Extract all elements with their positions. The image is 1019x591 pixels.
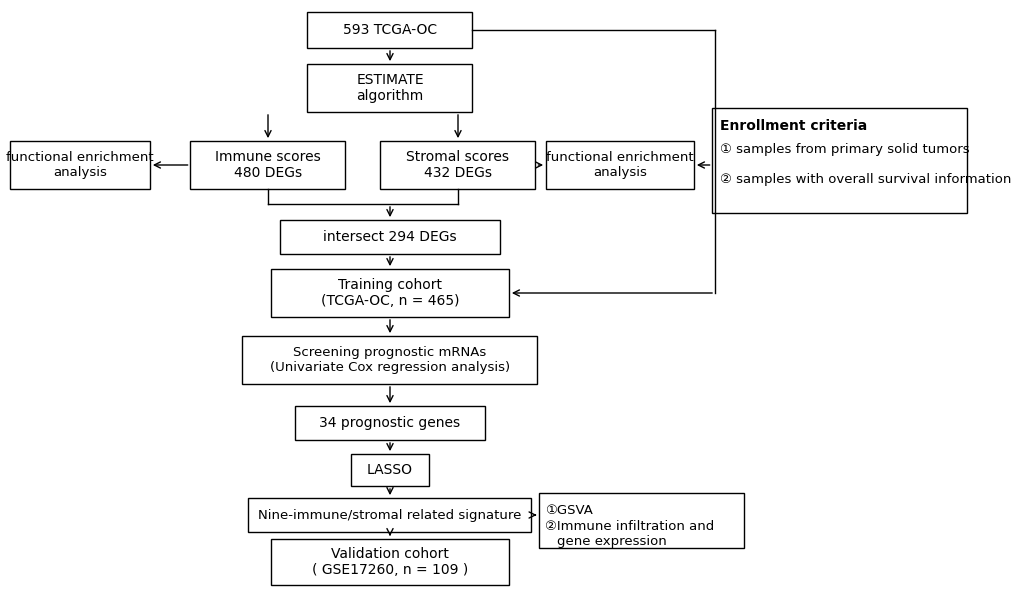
Bar xyxy=(249,498,531,532)
Text: Training cohort
(TCGA-OC, n = 465): Training cohort (TCGA-OC, n = 465) xyxy=(320,278,459,308)
Text: intersect 294 DEGs: intersect 294 DEGs xyxy=(323,230,457,244)
Text: 593 TCGA-OC: 593 TCGA-OC xyxy=(342,23,436,37)
Bar xyxy=(545,141,693,189)
Text: functional enrichment
analysis: functional enrichment analysis xyxy=(6,151,154,179)
Bar xyxy=(243,336,537,384)
Text: 34 prognostic genes: 34 prognostic genes xyxy=(319,416,461,430)
Bar xyxy=(294,406,484,440)
Text: ①GSVA: ①GSVA xyxy=(545,504,593,517)
Text: ②Immune infiltration and: ②Immune infiltration and xyxy=(545,521,714,534)
Bar xyxy=(271,539,508,585)
Text: ESTIMATE
algorithm: ESTIMATE algorithm xyxy=(356,73,424,103)
Text: Screening prognostic mRNAs
(Univariate Cox regression analysis): Screening prognostic mRNAs (Univariate C… xyxy=(270,346,510,374)
Bar xyxy=(280,220,499,254)
Text: ① samples from primary solid tumors: ① samples from primary solid tumors xyxy=(719,142,969,155)
Text: ② samples with overall survival information: ② samples with overall survival informat… xyxy=(719,173,1011,186)
Bar xyxy=(10,141,150,189)
Text: Enrollment criteria: Enrollment criteria xyxy=(719,119,867,134)
Bar xyxy=(307,12,472,48)
Text: Validation cohort
( GSE17260, n = 109 ): Validation cohort ( GSE17260, n = 109 ) xyxy=(312,547,468,577)
Bar xyxy=(307,64,472,112)
Text: Nine-immune/stromal related signature: Nine-immune/stromal related signature xyxy=(258,508,521,521)
Bar xyxy=(271,269,508,317)
Text: Stromal scores
432 DEGs: Stromal scores 432 DEGs xyxy=(407,150,510,180)
Bar xyxy=(191,141,345,189)
Text: Immune scores
480 DEGs: Immune scores 480 DEGs xyxy=(215,150,321,180)
Bar xyxy=(539,492,744,547)
Bar xyxy=(380,141,535,189)
Text: functional enrichment
analysis: functional enrichment analysis xyxy=(545,151,693,179)
Text: gene expression: gene expression xyxy=(557,535,666,548)
Text: LASSO: LASSO xyxy=(367,463,413,477)
Bar xyxy=(351,454,429,486)
Bar xyxy=(712,108,967,213)
